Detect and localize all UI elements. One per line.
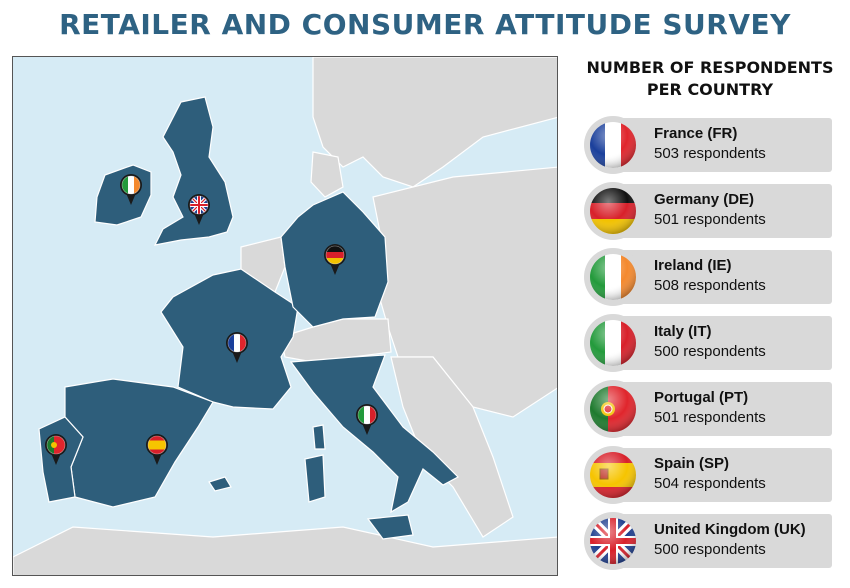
- france-flag-icon: [590, 122, 636, 168]
- legend-item-count: 508 respondents: [654, 277, 766, 294]
- other-countries: [13, 57, 557, 575]
- germany-flag-icon: [590, 188, 636, 234]
- italy-shape: [289, 354, 459, 514]
- portugal-flag-icon: [590, 386, 636, 432]
- uk-flag-icon: [590, 518, 636, 564]
- france-pin: [226, 332, 248, 363]
- legend-item-germany: Germany (DE) 501 respondents: [584, 182, 832, 240]
- ireland-pin: [120, 174, 142, 205]
- legend-item-count: 503 respondents: [654, 145, 766, 162]
- legend-item-count: 501 respondents: [654, 211, 766, 228]
- portugal-pin: [45, 434, 67, 465]
- page-title: RETAILER AND CONSUMER ATTITUDE SURVEY: [59, 8, 791, 41]
- legend-item-count: 501 respondents: [654, 409, 766, 426]
- spain-pin: [146, 434, 168, 465]
- legend-item-uk: United Kingdom (UK) 500 respondents: [584, 512, 832, 570]
- ireland-shape: [94, 164, 152, 226]
- uk-shape: [153, 96, 234, 246]
- legend-title: NUMBER OF RESPONDENTS PER COUNTRY: [572, 57, 848, 101]
- legend-item-name: Italy (IT): [654, 323, 712, 340]
- spain-shape: [64, 378, 214, 508]
- uk-pin: [188, 194, 210, 225]
- legend-item-spain: Spain (SP) 504 respondents: [584, 446, 832, 504]
- legend-item-name: Portugal (PT): [654, 389, 749, 406]
- legend-item-count: 500 respondents: [654, 343, 766, 360]
- spain-flag-icon: [590, 452, 636, 498]
- legend-item-name: United Kingdom (UK): [654, 521, 806, 538]
- legend-item-count: 500 respondents: [654, 541, 766, 558]
- legend-item-france: France (FR) 503 respondents: [584, 116, 832, 174]
- ireland-flag-icon: [590, 254, 636, 300]
- legend-item-name: Spain (SP): [654, 455, 730, 472]
- italy-flag-icon: [590, 320, 636, 366]
- germany-pin: [324, 244, 346, 275]
- legend-item-italy: Italy (IT) 500 respondents: [584, 314, 832, 372]
- legend-title-line2: PER COUNTRY: [646, 80, 774, 99]
- legend-item-name: Ireland (IE): [654, 257, 732, 274]
- italy-pin: [356, 404, 378, 435]
- legend-item-name: Germany (DE): [654, 191, 755, 208]
- legend-item-count: 504 respondents: [654, 475, 766, 492]
- legend-item-portugal: Portugal (PT) 501 respondents: [584, 380, 832, 438]
- europe-map: [12, 56, 558, 576]
- legend-item-ireland: Ireland (IE) 508 respondents: [584, 248, 832, 306]
- legend-title-line1: NUMBER OF RESPONDENTS: [586, 58, 834, 77]
- legend-item-name: France (FR): [654, 125, 738, 142]
